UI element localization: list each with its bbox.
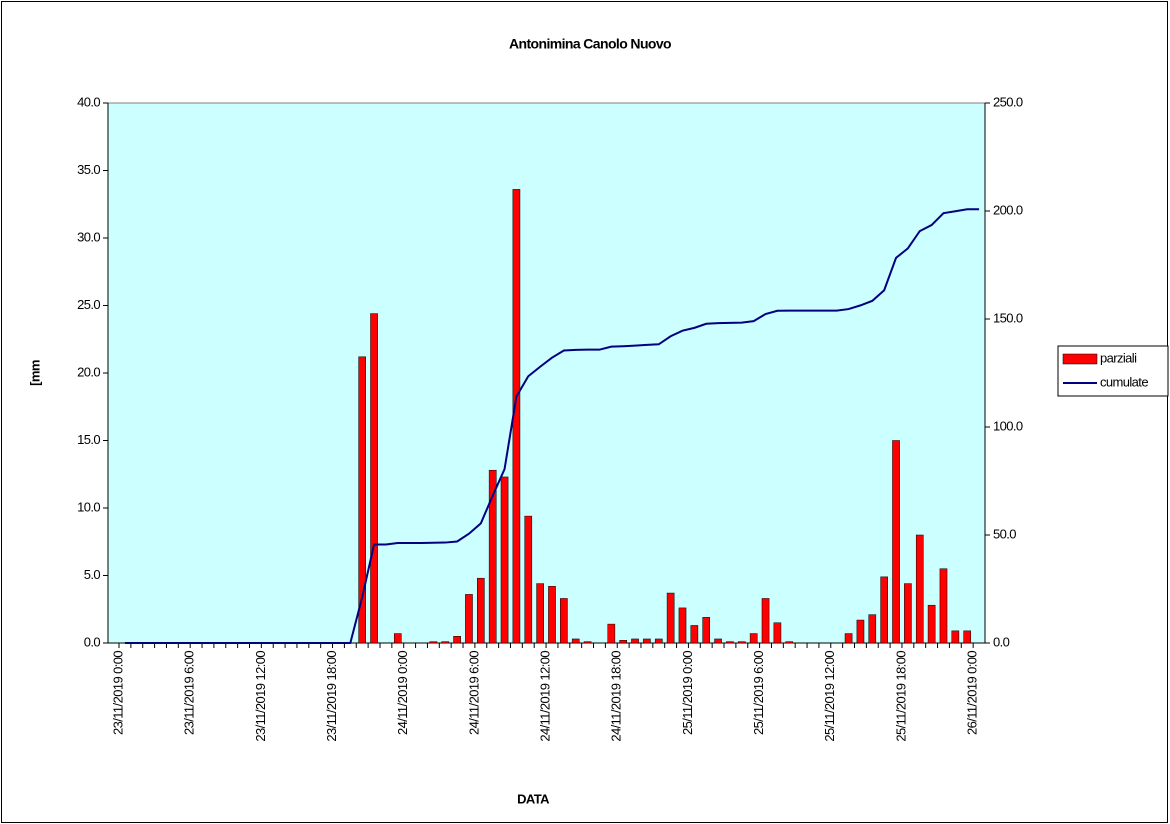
bar	[714, 638, 722, 644]
bar	[583, 641, 592, 644]
y-tick-label: 35.0	[77, 162, 100, 177]
x-axis-label: DATA	[517, 791, 550, 806]
bar	[666, 592, 675, 644]
bar	[951, 630, 960, 644]
x-tick-label: 24/11/2019 18:00	[609, 651, 624, 742]
chart-title: Antonimina Canolo Nuovo	[509, 36, 671, 52]
bar	[477, 577, 485, 644]
bar	[453, 636, 461, 644]
bar	[892, 440, 900, 644]
line	[124, 208, 980, 644]
legend-label: parziali	[1100, 350, 1137, 365]
bar	[571, 638, 580, 644]
y-tick-label: 20.0	[77, 364, 100, 379]
bar	[607, 623, 616, 644]
bar	[441, 641, 450, 644]
bar	[963, 630, 972, 644]
bar	[761, 598, 770, 644]
y-tick-label: 10.0	[77, 499, 100, 514]
bar	[868, 614, 877, 644]
x-tick-label: 24/11/2019 12:00	[538, 651, 553, 742]
y-tick-label: 30.0	[77, 229, 100, 244]
bar	[393, 633, 402, 644]
bar	[560, 598, 568, 644]
bar	[927, 604, 936, 644]
bar	[702, 617, 711, 644]
bar	[749, 633, 758, 644]
y2-tick-label: 50.0	[993, 526, 1016, 541]
legend-label: cumulate	[1100, 374, 1148, 389]
y-tick-label: 0.0	[84, 634, 101, 649]
bar	[548, 586, 556, 644]
bar	[737, 641, 746, 644]
bar	[726, 641, 734, 644]
y-axis-label: [mm	[27, 360, 42, 386]
bar	[631, 638, 639, 644]
bar	[939, 568, 948, 644]
y-tick-label: 40.0	[77, 94, 100, 109]
bar	[856, 619, 865, 644]
x-tick-label: 25/11/2019 18:00	[893, 651, 908, 742]
bar	[690, 625, 699, 644]
bar	[536, 583, 544, 644]
x-tick-label: 23/11/2019 12:00	[253, 651, 268, 742]
bar	[619, 640, 627, 644]
bar	[643, 638, 651, 644]
legend-swatch	[1062, 353, 1098, 365]
x-tick-label: 24/11/2019 6:00	[466, 651, 481, 735]
y2-tick-label: 100.0	[993, 418, 1023, 433]
x-tick-label: 23/11/2019 18:00	[324, 651, 339, 742]
bar	[488, 469, 497, 644]
y2-tick-label: 200.0	[993, 202, 1023, 217]
x-tick-label: 25/11/2019 0:00	[680, 651, 695, 735]
bar	[524, 515, 533, 644]
bar	[429, 641, 438, 644]
plot-area	[107, 102, 986, 644]
x-tick-label: 24/11/2019 0:00	[395, 651, 410, 735]
x-tick-label: 25/11/2019 12:00	[822, 651, 837, 742]
bar	[370, 313, 378, 644]
bar	[654, 638, 663, 644]
bar	[785, 641, 794, 644]
x-tick-label: 23/11/2019 6:00	[182, 651, 197, 735]
y-tick-label: 25.0	[77, 297, 100, 312]
bar	[358, 356, 367, 644]
bar	[500, 476, 509, 644]
bar	[904, 583, 912, 644]
y-tick-label: 15.0	[77, 432, 100, 447]
y2-tick-label: 0.0	[993, 634, 1010, 649]
bar	[844, 633, 853, 644]
y-tick-label: 5.0	[84, 567, 101, 582]
bar	[880, 576, 888, 644]
bar	[678, 607, 687, 644]
x-tick-label: 23/11/2019 0:00	[110, 651, 125, 735]
bar	[465, 594, 473, 644]
y2-tick-label: 150.0	[993, 310, 1023, 325]
bar	[773, 622, 782, 644]
y2-tick-label: 250.0	[993, 94, 1023, 109]
bar	[915, 534, 924, 644]
x-tick-label: 26/11/2019 0:00	[965, 651, 980, 735]
x-tick-label: 25/11/2019 6:00	[751, 651, 766, 735]
